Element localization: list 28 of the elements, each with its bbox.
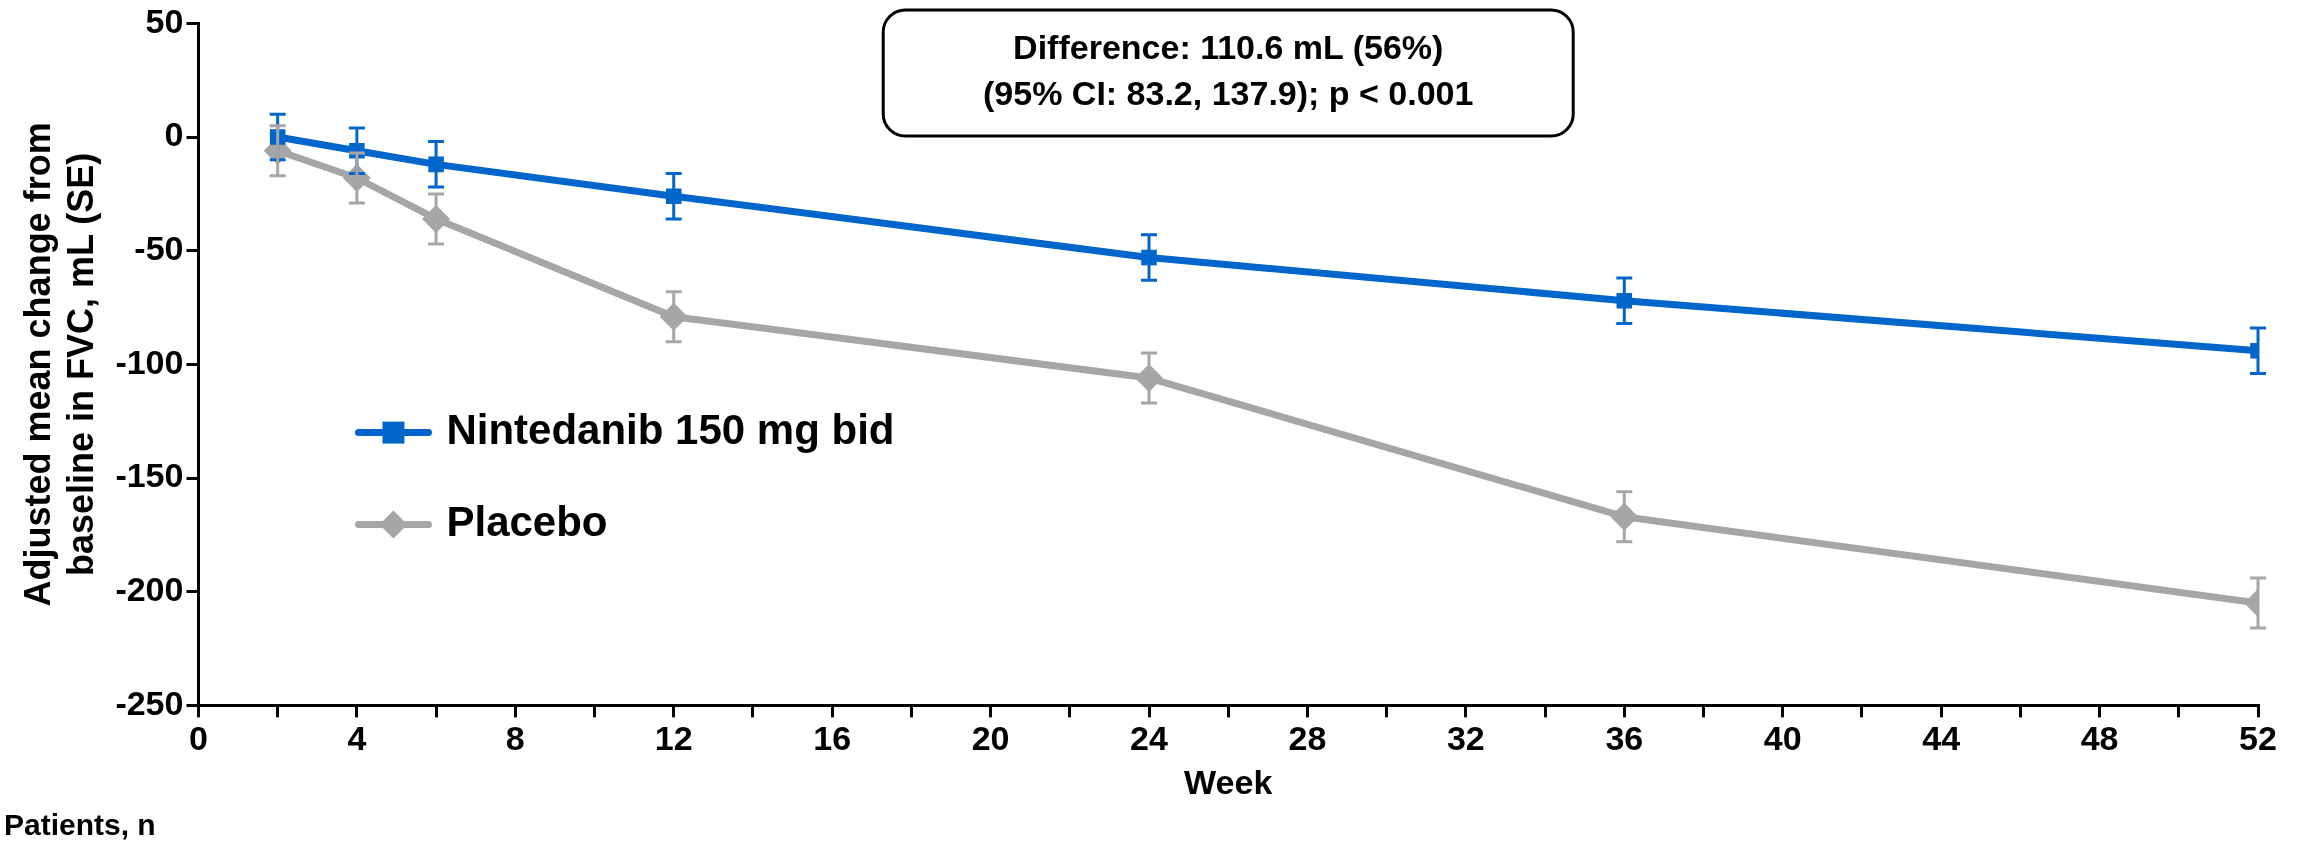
y-tick-label: -50 — [134, 229, 184, 268]
x-tick-label: 28 — [1288, 719, 1327, 758]
y-axis-title: Adjusted mean change from baseline in FVC, mL (SE) — [16, 122, 101, 607]
x-tick-label: 44 — [1922, 719, 1961, 758]
x-tick-label: 48 — [2080, 719, 2119, 758]
y-tick-label: -150 — [115, 456, 184, 495]
annotation: Difference: 110.6 mL (56%) — [1013, 28, 1444, 67]
x-tick-label: 0 — [188, 719, 208, 758]
y-tick-label: 50 — [145, 1, 184, 40]
x-tick-label: 16 — [813, 719, 852, 758]
x-axis-title: Week — [1184, 762, 1273, 801]
x-tick-label: 4 — [347, 719, 367, 758]
x-tick-label: 32 — [1446, 719, 1485, 758]
annotation: (95% CI: 83.2, 137.9); p < 0.001 — [983, 74, 1474, 113]
legend-label: Nintedanib 150 mg bid — [446, 406, 895, 454]
x-tick-label: 36 — [1605, 719, 1644, 758]
y-tick-label: -200 — [115, 570, 184, 609]
x-tick-label: 52 — [2239, 719, 2277, 758]
x-tick-label: 12 — [654, 719, 693, 758]
x-tick-label: 8 — [505, 719, 525, 758]
text: Patients, n — [4, 808, 156, 842]
x-tick-label: 24 — [1130, 719, 1169, 758]
y-tick-label: 0 — [164, 115, 184, 154]
x-tick-label: 20 — [971, 719, 1010, 758]
y-tick-label: -250 — [115, 683, 184, 722]
x-tick-label: 40 — [1763, 719, 1802, 758]
y-tick-label: -100 — [115, 342, 184, 381]
legend-label: Placebo — [446, 498, 608, 546]
